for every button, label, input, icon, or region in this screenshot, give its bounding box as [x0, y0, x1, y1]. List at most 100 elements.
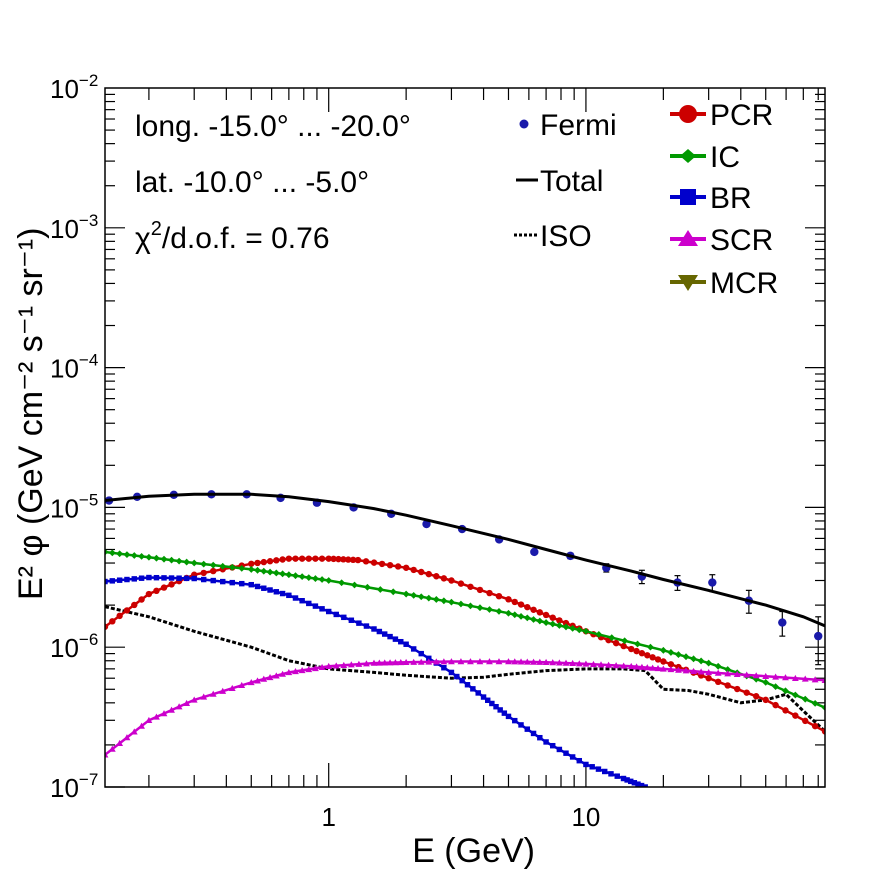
series-marker	[210, 577, 216, 584]
series-marker	[273, 557, 280, 564]
series-marker	[642, 784, 648, 787]
chi2-symbol: χ	[135, 222, 151, 255]
series-marker	[667, 666, 675, 673]
series-marker	[109, 618, 116, 625]
series-marker	[523, 614, 531, 622]
series-marker	[791, 691, 799, 699]
series-marker	[338, 579, 346, 587]
series-marker	[517, 658, 525, 665]
series-marker	[480, 694, 487, 700]
series-marker	[168, 556, 175, 564]
series-marker	[266, 674, 274, 681]
series-marker	[654, 656, 662, 663]
series-marker	[505, 596, 512, 603]
series-marker	[638, 650, 646, 657]
series-marker	[724, 666, 732, 673]
series-marker	[714, 678, 722, 686]
series-marker	[292, 668, 299, 675]
series-marker	[634, 640, 641, 648]
series-marker	[762, 696, 769, 704]
x-tick-label: 10	[571, 802, 600, 832]
y-axis-title: E² φ (GeV cm⁻² s⁻¹ sr⁻¹)	[12, 228, 50, 600]
series-marker	[495, 607, 503, 615]
series-marker	[448, 598, 455, 606]
series-marker	[605, 661, 612, 668]
series-marker	[402, 564, 410, 571]
series-marker	[448, 669, 455, 676]
series-marker	[266, 558, 274, 565]
tick-labels: 1 10 10−7 10−6 10−5 10−4 10−3 10−2	[50, 71, 600, 832]
series-marker	[454, 673, 460, 680]
plot-frame	[104, 87, 826, 788]
series-total-line	[105, 492, 825, 628]
series-marker	[659, 646, 667, 654]
series-marker	[209, 690, 217, 697]
series-marker	[209, 561, 217, 569]
series-marker	[631, 780, 638, 786]
series-marker	[536, 617, 544, 625]
series-marker	[345, 556, 352, 563]
series-marker	[398, 638, 404, 645]
series-marker	[131, 601, 138, 609]
legend-scr-label: SCR	[710, 224, 773, 257]
fermi-data-point	[778, 618, 787, 627]
series-marker	[279, 570, 286, 578]
longitude-annotation: long. -15.0° ... -20.0°	[135, 110, 411, 143]
series-marker	[370, 559, 378, 566]
series-marker	[562, 659, 570, 666]
series-marker	[375, 659, 383, 666]
series-marker	[476, 586, 484, 594]
series-marker	[811, 699, 819, 707]
series-marker	[190, 559, 198, 567]
series-marker	[440, 575, 448, 582]
series-marker	[286, 592, 292, 599]
series-marker	[183, 575, 190, 582]
series-marker	[675, 666, 682, 673]
legend-left: Fermi Total ISO	[514, 109, 617, 253]
series-marker	[690, 655, 697, 663]
series-marker	[219, 562, 227, 570]
series-marker	[145, 590, 153, 598]
series-marker	[267, 587, 273, 593]
series-marker	[279, 670, 286, 677]
series-marker	[511, 611, 519, 619]
series-marker	[511, 598, 518, 606]
series-marker	[448, 658, 455, 665]
chi2-superscript: 2	[151, 218, 162, 240]
series-marker	[714, 662, 722, 670]
series-marker	[306, 600, 312, 607]
legend-br-marker	[680, 189, 696, 205]
series-marker	[145, 716, 153, 724]
series-marker	[105, 578, 108, 585]
series-marker	[123, 551, 131, 559]
series-marker	[191, 575, 197, 582]
series-marker	[168, 581, 175, 588]
series-marker	[116, 739, 124, 747]
series-marker	[524, 726, 531, 732]
series-marker	[638, 782, 645, 787]
series-marker	[733, 670, 741, 678]
series-marker	[123, 734, 131, 741]
series-marker	[811, 676, 819, 683]
series-marker	[124, 576, 130, 583]
series-marker	[299, 598, 305, 604]
series-marker	[627, 662, 635, 670]
series-marker	[475, 690, 481, 696]
series-marker	[753, 693, 760, 700]
series-marker	[273, 589, 280, 595]
legend-mcr-marker	[678, 275, 698, 291]
series-marker	[555, 622, 563, 629]
series-marker	[130, 552, 138, 559]
series-marker	[550, 742, 556, 749]
series-marker	[505, 609, 512, 617]
series-marker	[335, 555, 342, 563]
series-marker	[386, 562, 394, 569]
series-marker	[530, 616, 537, 623]
series-marker	[549, 620, 557, 628]
series-marker	[376, 586, 384, 593]
series-marker	[312, 575, 319, 582]
series-marker	[792, 712, 799, 719]
series-marker	[628, 778, 634, 785]
series-marker	[524, 603, 531, 611]
series-marker	[410, 591, 418, 599]
